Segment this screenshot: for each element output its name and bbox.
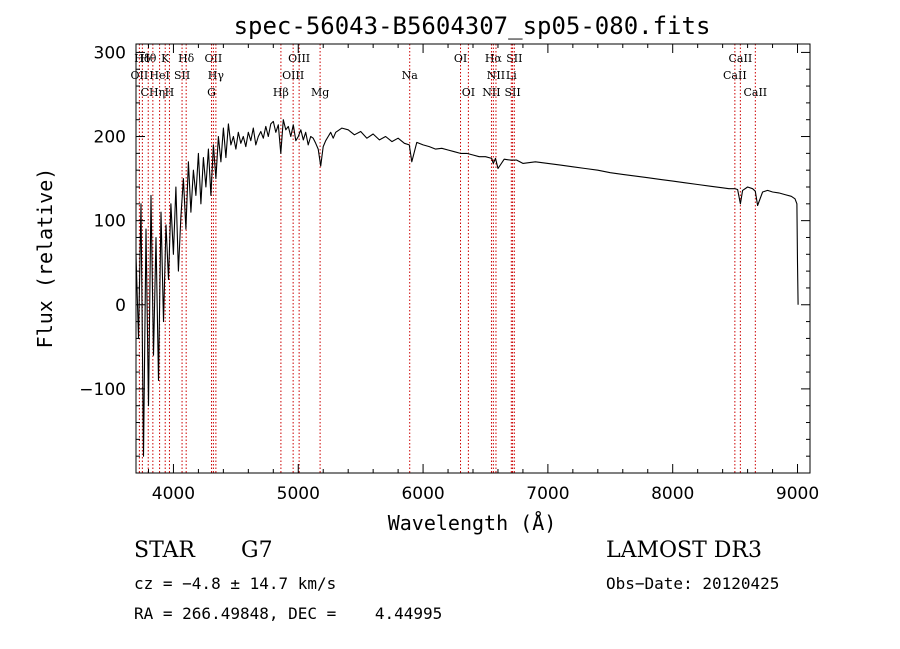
- y-tick-label-1: 0: [115, 296, 126, 316]
- marker-label-11: HeI: [149, 69, 169, 82]
- x-tick-label-1: 5000: [277, 484, 320, 504]
- marker-label-7: Hα: [485, 52, 503, 65]
- axes: 4000 5000 6000 7000 8000 9000 −100 0 100 200 300: [79, 43, 819, 504]
- marker-label-24: OI: [462, 86, 475, 99]
- marker-label-25: NII: [482, 86, 500, 99]
- marker-label-18: CaII: [723, 69, 747, 82]
- marker-label-20: H: [165, 86, 175, 99]
- y-tick-label-3: 200: [94, 128, 126, 148]
- redshift-readout: cz = −4.8 ± 14.7 km/s: [134, 574, 337, 593]
- x-tick-label-2: 6000: [401, 484, 444, 504]
- marker-label-22: Hβ: [273, 86, 289, 99]
- x-tick-label-5: 9000: [776, 484, 819, 504]
- marker-label-0: Hδ: [134, 52, 151, 65]
- marker-label-1: Hθ: [140, 52, 157, 65]
- x-axis-label: Wavelength (Å): [388, 511, 557, 535]
- survey-name: LAMOST DR3: [606, 538, 762, 563]
- marker-label-19: CHη: [141, 86, 166, 99]
- x-tick-label-0: 4000: [152, 484, 195, 504]
- y-axis-label: Flux (relative): [33, 168, 57, 349]
- spectral-subclass: G7: [241, 538, 273, 563]
- y-tick-label-2: 100: [94, 212, 126, 232]
- x-tick-label-4: 8000: [651, 484, 694, 504]
- marker-label-12: SII: [174, 69, 190, 82]
- obs-date: Obs−Date: 20120425: [606, 574, 780, 593]
- x-tick-label-3: 7000: [526, 484, 569, 504]
- marker-label-26: SII: [504, 86, 520, 99]
- marker-label-16: NII: [487, 69, 505, 82]
- marker-label-17: Li: [506, 69, 517, 82]
- marker-label-10: OII: [131, 69, 149, 82]
- marker-label-8: SII: [506, 52, 522, 65]
- marker-label-3: Hδ: [178, 52, 195, 65]
- y-tick-label-0: −100: [79, 380, 126, 400]
- series-layer: [135, 119, 799, 457]
- marker-label-4: OII: [205, 52, 223, 65]
- y-tick-label-4: 300: [94, 43, 126, 63]
- marker-label-15: Na: [402, 69, 419, 82]
- marker-label-9: CaII: [729, 52, 753, 65]
- object-class: STAR: [134, 538, 195, 563]
- coordinates: RA = 266.49848, DEC = 4.44995: [134, 604, 443, 623]
- series-line-0: [135, 119, 799, 457]
- marker-label-6: OI: [454, 52, 467, 65]
- marker-label-21: G: [207, 86, 216, 99]
- chart-title: spec-56043-B5604307_sp05-080.fits: [234, 12, 711, 40]
- marker-label-13: Hγ: [208, 69, 225, 82]
- marker-label-5: OIII: [288, 52, 310, 65]
- marker-label-14: OIII: [282, 69, 304, 82]
- marker-label-2: K: [161, 52, 170, 65]
- marker-label-23: Mg: [311, 86, 329, 99]
- marker-label-27: CaII: [743, 86, 767, 99]
- plot-frame: [135, 43, 811, 474]
